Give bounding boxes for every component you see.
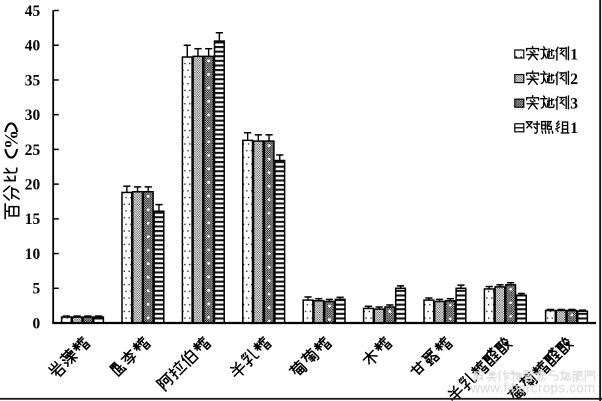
svg-text:3: 3	[570, 96, 578, 113]
svg-text:40: 40	[25, 38, 41, 55]
svg-text:www.fibercrops.com: www.fibercrops.com	[469, 381, 595, 396]
svg-text:0: 0	[32, 315, 40, 332]
svg-text:15: 15	[25, 211, 41, 228]
svg-text:2: 2	[570, 71, 578, 88]
svg-text:35: 35	[25, 72, 41, 89]
svg-text:20: 20	[25, 177, 41, 194]
svg-text:1: 1	[570, 120, 578, 137]
svg-text:10: 10	[25, 246, 41, 263]
svg-text:25: 25	[25, 142, 41, 159]
svg-text:1: 1	[570, 46, 578, 63]
svg-text:5: 5	[32, 281, 40, 298]
svg-text:30: 30	[25, 107, 41, 124]
svg-text:45: 45	[25, 3, 41, 20]
svg-text:%: %	[1, 130, 22, 149]
